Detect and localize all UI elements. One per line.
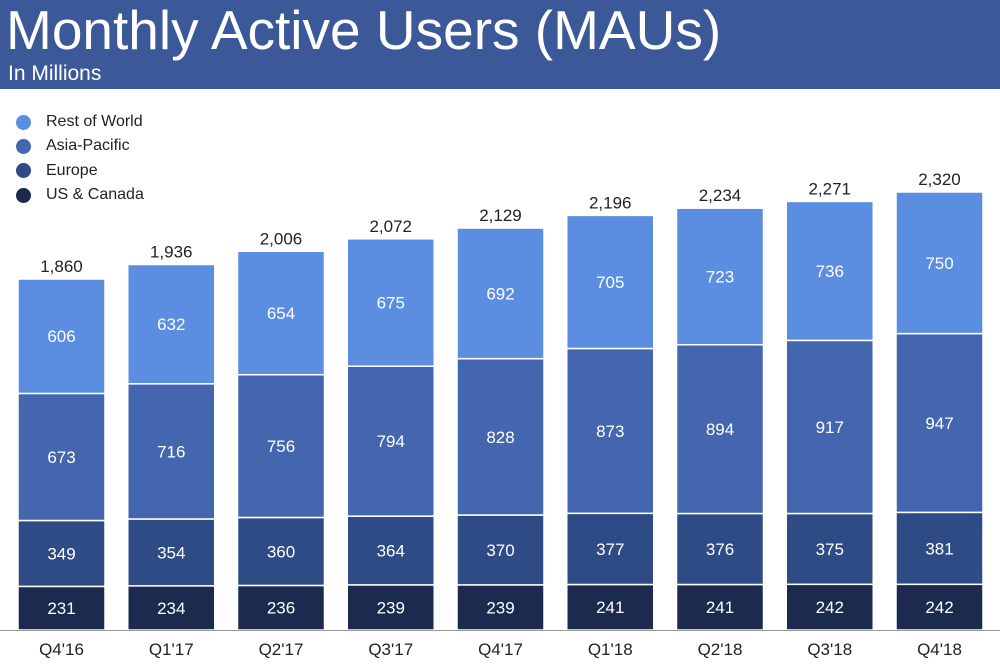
data-label: 675: [377, 294, 405, 313]
bar-segment-europe: [127, 518, 216, 587]
chart-subtitle: In Millions: [8, 62, 102, 85]
bar-segment-rest-of-world: [17, 278, 106, 395]
legend-item-rest-of-world: Rest of World: [16, 110, 144, 134]
data-label: 241: [596, 598, 624, 617]
bar-segment-asia-pacific: [127, 383, 216, 520]
legend-item-europe: Europe: [16, 159, 144, 183]
bar-segment-asia-pacific: [236, 373, 326, 519]
data-label: 381: [925, 539, 953, 558]
data-label: 692: [486, 284, 514, 303]
data-label: 236: [267, 599, 295, 618]
legend-item-asia-pacific: Asia-Pacific: [16, 134, 144, 158]
data-label: 947: [925, 414, 953, 433]
bar-segment-europe: [785, 512, 874, 586]
legend-label-us-canada: US & Canada: [46, 186, 144, 204]
data-label: 756: [267, 437, 295, 456]
bar-segment-rest-of-world: [346, 238, 435, 367]
x-tick-label: Q1'17: [149, 640, 194, 659]
title-banner: Monthly Active Users (MAUs) In Millions: [0, 0, 1000, 89]
bar-segment-asia-pacific: [456, 357, 545, 516]
data-label: 632: [157, 315, 185, 334]
data-label: 673: [47, 448, 75, 467]
bar-segment-europe: [895, 511, 984, 586]
bar-segment-europe: [17, 519, 106, 588]
stacked-bar-chart: 231 349 673 606 1,860 Q4'16 234 354 716 632 1,936 Q…: [0, 170, 1000, 659]
x-tick-label: Q4'17: [478, 640, 523, 659]
legend-item-us-canada: US & Canada: [16, 183, 144, 207]
chart-legend: Rest of World Asia-Pacific Europe US & C…: [16, 110, 144, 207]
total-label: 1,936: [150, 242, 193, 261]
bar-segment-rest-of-world: [785, 200, 874, 342]
legend-label-rest-of-world: Rest of World: [46, 113, 143, 131]
bar-segment-us-canada: [456, 584, 545, 631]
data-label: 241: [706, 598, 734, 617]
data-label: 873: [596, 422, 624, 441]
data-label: 894: [706, 420, 734, 439]
legend-label-europe: Europe: [46, 161, 98, 179]
data-label: 794: [377, 432, 405, 451]
bar-segment-rest-of-world: [127, 263, 216, 385]
total-label: 2,271: [808, 179, 851, 198]
data-label: 723: [706, 267, 734, 286]
data-label: 828: [486, 428, 514, 447]
bar-segment-europe: [675, 512, 765, 586]
x-tick-label: Q2'18: [698, 640, 743, 659]
data-label: 364: [377, 542, 405, 561]
x-tick-label: Q4'16: [39, 640, 84, 659]
total-label: 1,860: [40, 257, 83, 276]
data-label: 736: [816, 262, 844, 281]
legend-swatch-us-canada: [16, 187, 31, 203]
data-label: 377: [596, 540, 624, 559]
x-tick-label: Q1'18: [588, 640, 633, 659]
data-label: 242: [816, 598, 844, 617]
data-label: 354: [157, 543, 185, 562]
bar-segment-rest-of-world: [566, 214, 655, 350]
total-label: 2,006: [260, 229, 303, 248]
bar-segment-europe: [236, 516, 326, 587]
bar-segment-rest-of-world: [895, 191, 984, 335]
data-label: 606: [47, 327, 75, 346]
data-label: 239: [377, 598, 405, 617]
data-label: 239: [486, 598, 514, 617]
data-label: 376: [706, 540, 734, 559]
bar-segment-rest-of-world: [236, 250, 326, 376]
bar-segment-europe: [456, 514, 545, 586]
chart-title: Monthly Active Users (MAUs): [6, 0, 722, 61]
x-tick-label: Q3'17: [368, 640, 413, 659]
bar-segment-us-canada: [566, 583, 655, 631]
data-label: 750: [925, 254, 953, 273]
data-label: 231: [47, 599, 75, 618]
data-label: 370: [486, 541, 514, 560]
data-label: 705: [596, 273, 624, 292]
legend-swatch-rest-of-world: [16, 114, 31, 130]
data-label: 234: [157, 599, 185, 618]
data-label: 654: [267, 304, 295, 323]
bar-segment-asia-pacific: [675, 343, 765, 515]
x-tick-label: Q2'17: [259, 640, 304, 659]
total-label: 2,196: [589, 193, 632, 212]
total-label: 2,234: [699, 186, 742, 205]
bar-segment-asia-pacific: [895, 332, 984, 514]
data-label: 349: [47, 544, 75, 563]
bar-segment-rest-of-world: [456, 227, 545, 360]
total-label: 2,072: [369, 217, 412, 236]
bar-segment-us-canada: [17, 585, 106, 631]
bar-segment-asia-pacific: [346, 365, 435, 517]
legend-swatch-asia-pacific: [16, 138, 31, 154]
total-label: 2,129: [479, 206, 522, 225]
legend-swatch-europe: [16, 163, 31, 179]
data-label: 242: [925, 598, 953, 617]
bar-segment-us-canada: [785, 583, 874, 631]
x-tick-label: Q4'18: [917, 640, 962, 659]
data-label: 917: [816, 418, 844, 437]
legend-label-asia-pacific: Asia-Pacific: [46, 137, 130, 155]
bar-segment-rest-of-world: [675, 207, 765, 346]
data-label: 375: [816, 540, 844, 559]
data-label: 360: [267, 542, 295, 561]
data-label: 716: [157, 442, 185, 461]
x-tick-label: Q3'18: [807, 640, 852, 659]
total-label: 2,320: [918, 170, 961, 189]
bar-segment-asia-pacific: [566, 347, 655, 515]
